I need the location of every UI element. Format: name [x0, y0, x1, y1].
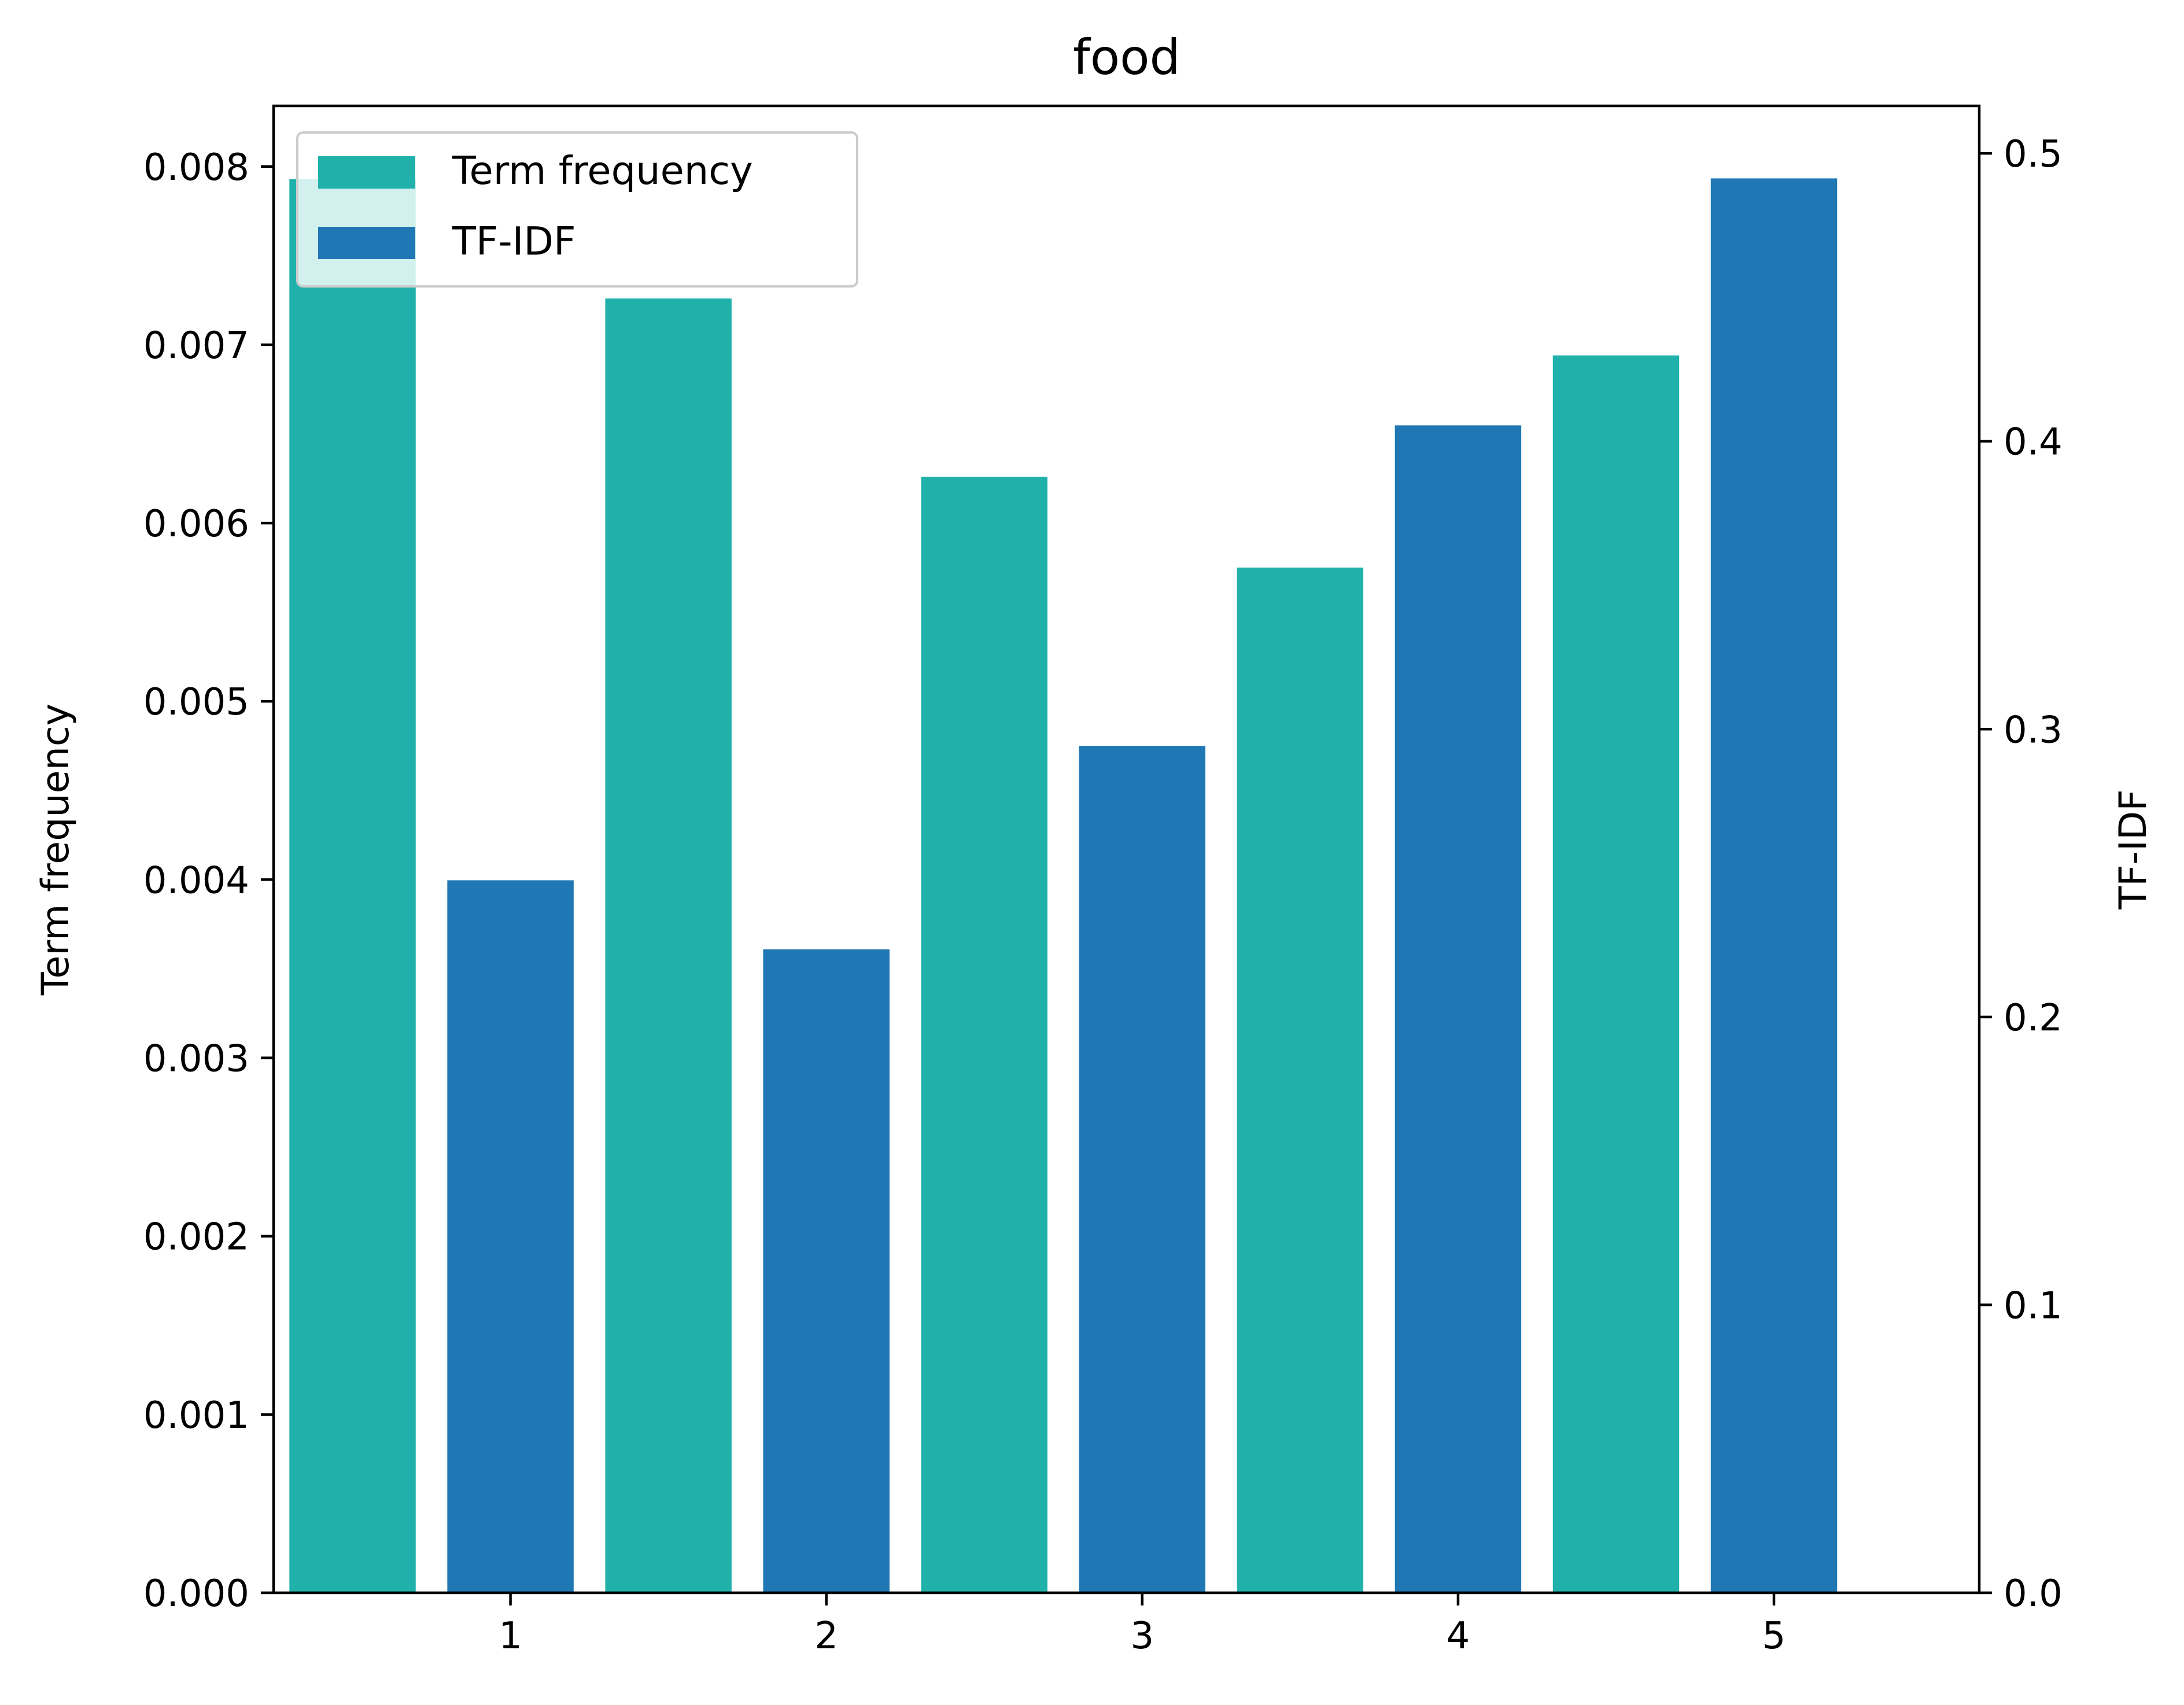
bar-tf-idf-5 [1710, 178, 1838, 1593]
bar-term-frequency-4 [1237, 568, 1364, 1593]
bar-term-frequency-1 [289, 179, 416, 1593]
bar-tf-idf-1 [447, 880, 574, 1593]
bar-term-frequency-5 [1552, 355, 1680, 1593]
x-tick-label: 5 [1762, 1615, 1786, 1658]
y-right-tick-label: 0.3 [2004, 709, 2063, 752]
y-axis-left-label: Term frequency [34, 704, 78, 996]
left-axis: 0.000 0.001 0.002 0.003 0.004 0.005 0.006 0.007… [143, 146, 274, 1615]
y-left-tick-label: 0.002 [143, 1216, 249, 1259]
legend-label-term-frequency: Term frequency [452, 148, 753, 193]
y-left-tick-label: 0.001 [143, 1394, 249, 1437]
y-left-tick-label: 0.005 [143, 681, 249, 724]
y-right-tick-label: 0.2 [2004, 997, 2063, 1040]
x-tick-label: 2 [814, 1615, 838, 1658]
bar-tf-idf-4 [1394, 425, 1522, 1593]
plot-frame [272, 104, 1981, 1594]
y-right-tick-label: 0.0 [2004, 1573, 2063, 1615]
x-tick-label: 1 [499, 1615, 522, 1658]
bar-term-frequency-3 [921, 476, 1047, 1593]
y-left-tick-label: 0.007 [143, 325, 249, 367]
legend-swatch-term-frequency [318, 156, 415, 189]
y-left-tick-label: 0.004 [143, 859, 249, 902]
y-left-tick-label: 0.003 [143, 1038, 249, 1081]
x-tick-label: 4 [1447, 1615, 1470, 1658]
legend-box [296, 131, 858, 288]
bar-tf-idf-2 [763, 949, 890, 1593]
chart-title: food [1073, 29, 1180, 86]
y-left-tick-label: 0.006 [143, 503, 249, 546]
y-right-tick-label: 0.1 [2004, 1284, 2063, 1327]
legend: Term frequency TF-IDF [296, 131, 858, 288]
bar-tf-idf-3 [1079, 746, 1206, 1593]
right-axis: 0.0 0.1 0.2 0.3 0.4 0.5 [1979, 133, 2063, 1615]
legend-swatch-tf-idf [318, 227, 415, 259]
y-axis-right-label: TF-IDF [2112, 789, 2155, 909]
y-right-tick-label: 0.4 [2004, 421, 2063, 464]
x-tick-label: 3 [1130, 1615, 1154, 1658]
bar-term-frequency-2 [605, 298, 732, 1593]
y-left-tick-label: 0.000 [143, 1573, 249, 1615]
x-axis: 1 2 3 4 5 [499, 1593, 1785, 1658]
legend-label-tf-idf: TF-IDF [452, 219, 576, 264]
y-right-tick-label: 0.5 [2004, 133, 2063, 176]
y-left-tick-label: 0.008 [143, 146, 249, 189]
bars-layer [289, 178, 1838, 1593]
